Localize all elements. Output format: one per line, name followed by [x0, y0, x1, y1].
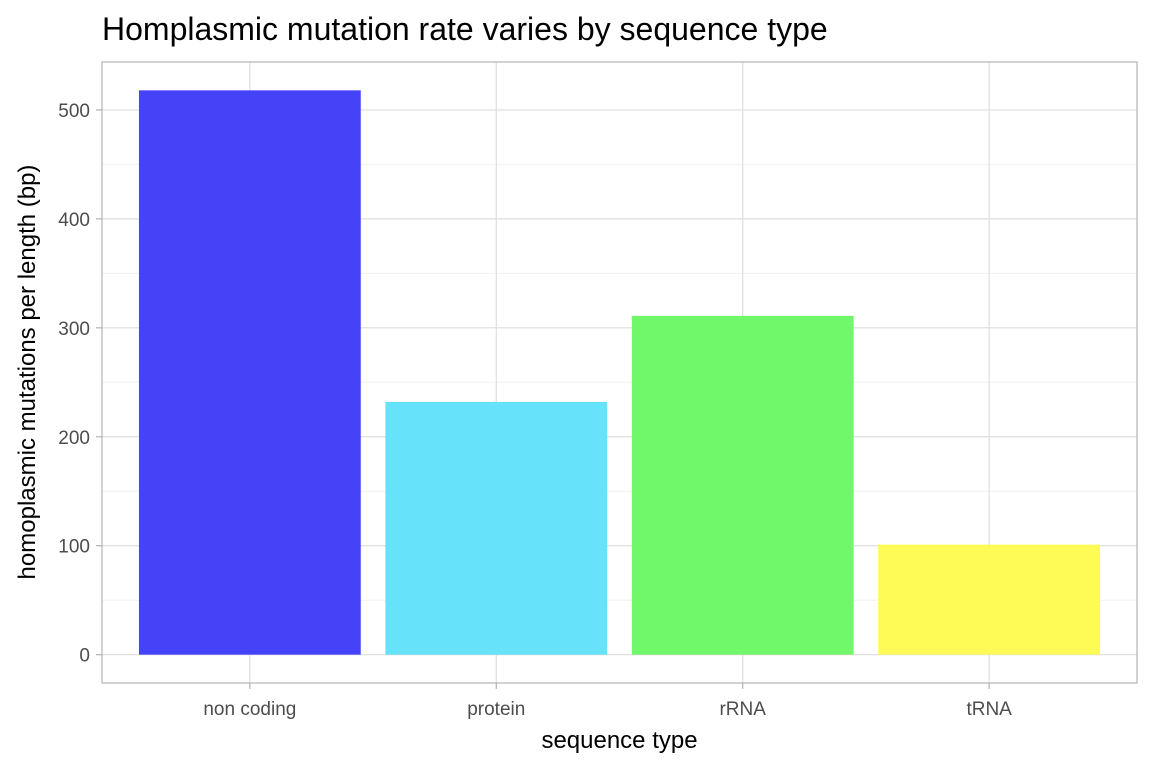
x-axis-ticks: non coding protein rRNA tRNA: [203, 683, 1012, 720]
x-axis-title: sequence type: [541, 727, 697, 754]
bar-protein: [385, 401, 608, 655]
bars: [138, 90, 1101, 655]
x-tick-label: non coding: [203, 699, 296, 720]
bar-trna: [878, 544, 1101, 655]
y-tick-label: 0: [79, 646, 90, 667]
y-tick-label: 500: [58, 101, 90, 122]
panel-frame: [101, 61, 1138, 684]
bar-non-coding: [138, 90, 361, 655]
y-tick-label: 400: [58, 210, 90, 231]
y-tick-label: 200: [58, 428, 90, 449]
bar-rrna: [631, 315, 854, 655]
y-axis-ticks: 0 100 200 300 400 500: [58, 101, 102, 667]
panel-border: [101, 61, 1138, 684]
x-tick-label: tRNA: [966, 699, 1012, 720]
x-tick-label: protein: [467, 699, 525, 720]
y-tick-label: 100: [58, 537, 90, 558]
y-axis-title: homoplasmic mutations per length (bp): [14, 165, 41, 580]
x-tick-label: rRNA: [719, 699, 766, 720]
chart-title: Homplasmic mutation rate varies by seque…: [102, 11, 828, 47]
y-tick-label: 300: [58, 319, 90, 340]
